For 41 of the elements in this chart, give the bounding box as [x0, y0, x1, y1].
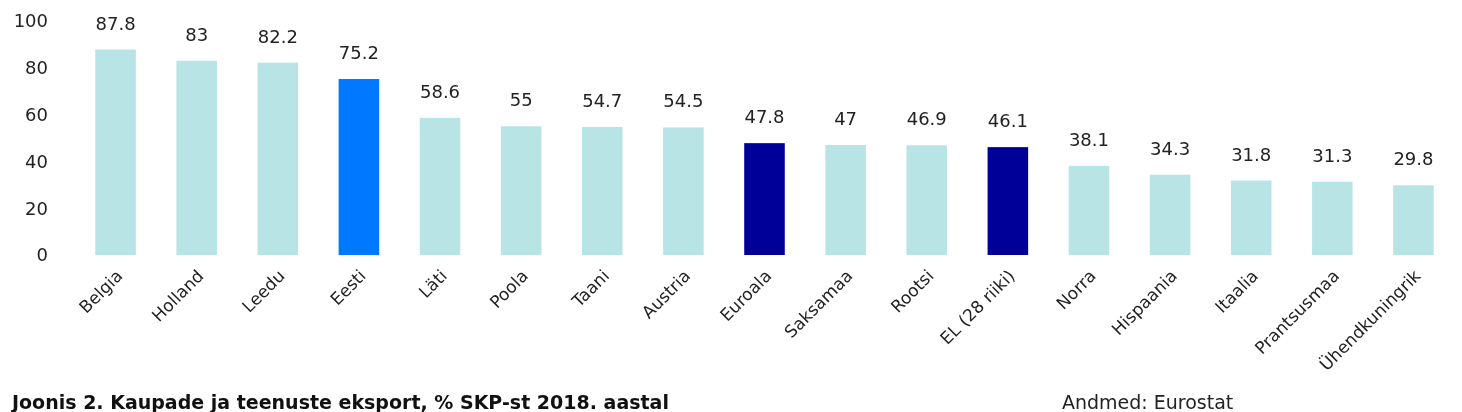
data-label: 87.8 [95, 12, 136, 34]
bar [581, 127, 623, 255]
bar [1230, 180, 1272, 255]
y-tick-label: 100 [13, 10, 48, 32]
bar [744, 143, 785, 255]
bar [338, 79, 380, 255]
data-label: 47 [834, 108, 858, 130]
data-label: 75.2 [338, 42, 379, 64]
data-label: 38.1 [1068, 128, 1110, 150]
bar [1068, 165, 1110, 255]
y-tick-label: 0 [36, 244, 48, 266]
data-label: 83 [185, 23, 209, 45]
data-label: 34.3 [1150, 137, 1191, 159]
bar [176, 60, 217, 255]
data-label: 54.7 [582, 90, 623, 111]
data-label: 46.1 [987, 110, 1028, 132]
bar [663, 127, 704, 255]
data-label: 46.9 [906, 108, 947, 130]
data-label: 31.8 [1231, 143, 1272, 165]
data-label: 55 [509, 89, 533, 111]
bar [906, 145, 948, 255]
bar [1149, 174, 1191, 255]
y-tick-label: 40 [25, 150, 48, 172]
bar [1393, 185, 1434, 255]
y-tick-label: 80 [25, 57, 48, 79]
bar [95, 49, 136, 255]
data-label: 47.8 [744, 106, 785, 128]
bar [987, 147, 1029, 255]
bar [257, 62, 299, 255]
text: Andmed: Eurostat [1062, 391, 1234, 412]
data-label: 58.6 [419, 80, 461, 102]
y-tick-label: 60 [25, 103, 48, 125]
data-label: 82.2 [257, 25, 298, 47]
bar [500, 126, 542, 255]
data-label: 54.5 [663, 90, 704, 112]
data-label: 29.8 [1393, 148, 1434, 170]
bar [1312, 181, 1353, 255]
bar [825, 145, 866, 255]
bar [419, 117, 461, 255]
data-label: 31.3 [1312, 144, 1353, 166]
y-tick-label: 20 [25, 197, 48, 219]
